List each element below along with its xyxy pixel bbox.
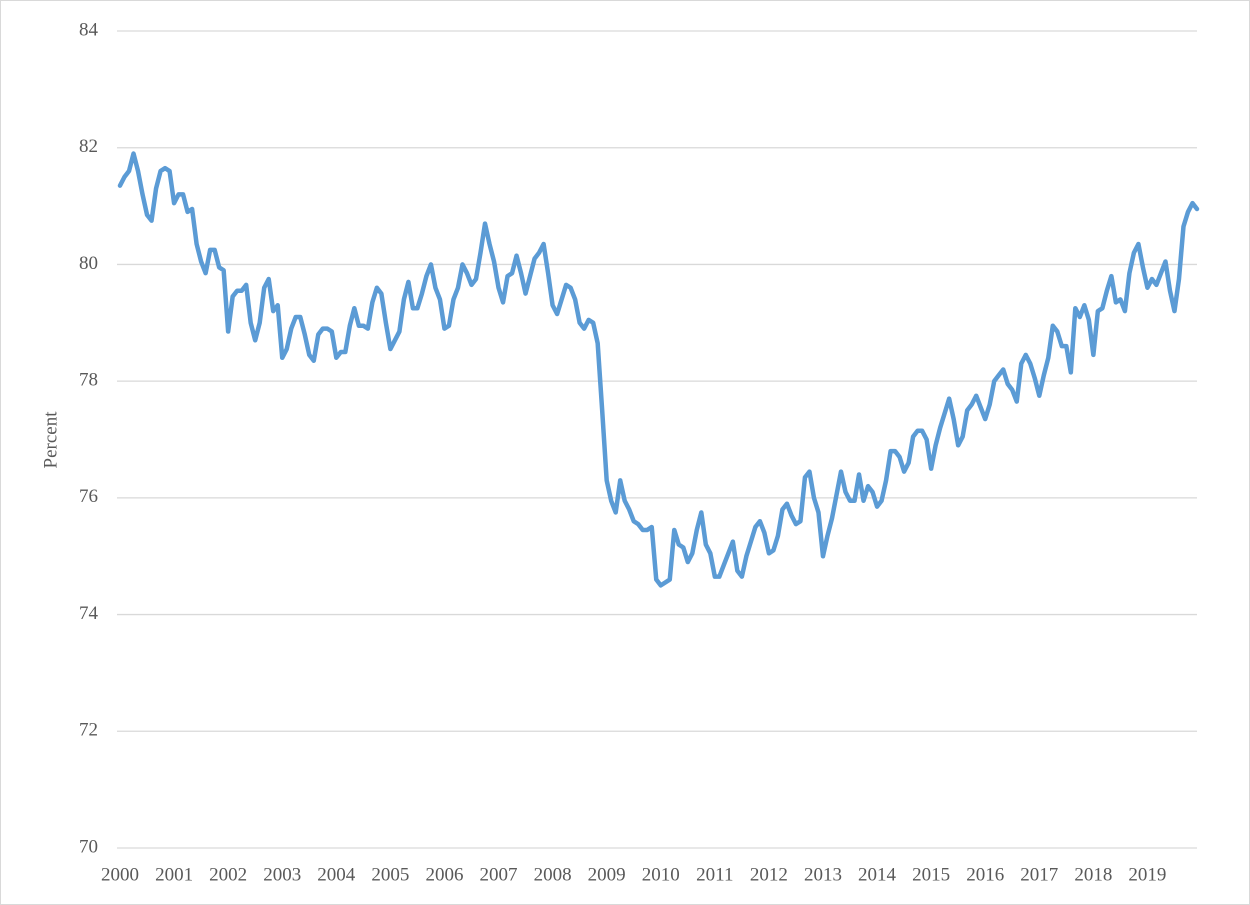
x-tick-label: 2012 xyxy=(750,864,788,885)
x-tick-label: 2013 xyxy=(804,864,842,885)
y-tick-label: 78 xyxy=(79,370,98,391)
y-tick-label: 74 xyxy=(79,603,99,624)
x-tick-label: 2000 xyxy=(101,864,139,885)
x-tick-label: 2002 xyxy=(209,864,247,885)
y-tick-label: 70 xyxy=(79,836,98,857)
x-tick-label: 2015 xyxy=(912,864,950,885)
y-tick-label: 80 xyxy=(79,253,98,274)
x-tick-label: 2018 xyxy=(1074,864,1112,885)
x-tick-label: 2010 xyxy=(642,864,680,885)
x-tick-label: 2007 xyxy=(480,864,518,885)
data-line xyxy=(117,151,1200,588)
x-tick-label: 2005 xyxy=(371,864,409,885)
x-tick-label: 2011 xyxy=(696,864,733,885)
y-tick-label: 82 xyxy=(79,136,98,157)
y-tick-label: 76 xyxy=(79,486,98,507)
y-tick-label: 72 xyxy=(79,720,98,741)
x-tick-label: 2006 xyxy=(425,864,463,885)
x-tick-label: 2016 xyxy=(966,864,1004,885)
y-tick-label: 84 xyxy=(79,19,99,40)
x-tick-label: 2019 xyxy=(1128,864,1166,885)
x-tick-label: 2004 xyxy=(317,864,356,885)
x-tick-label: 2008 xyxy=(534,864,572,885)
x-tick-label: 2009 xyxy=(588,864,626,885)
x-tick-label: 2003 xyxy=(263,864,301,885)
y-axis-label: Percent xyxy=(40,411,61,469)
x-tick-label: 2001 xyxy=(155,864,193,885)
x-tick-label: 2017 xyxy=(1020,864,1058,885)
x-tick-label: 2014 xyxy=(858,864,897,885)
